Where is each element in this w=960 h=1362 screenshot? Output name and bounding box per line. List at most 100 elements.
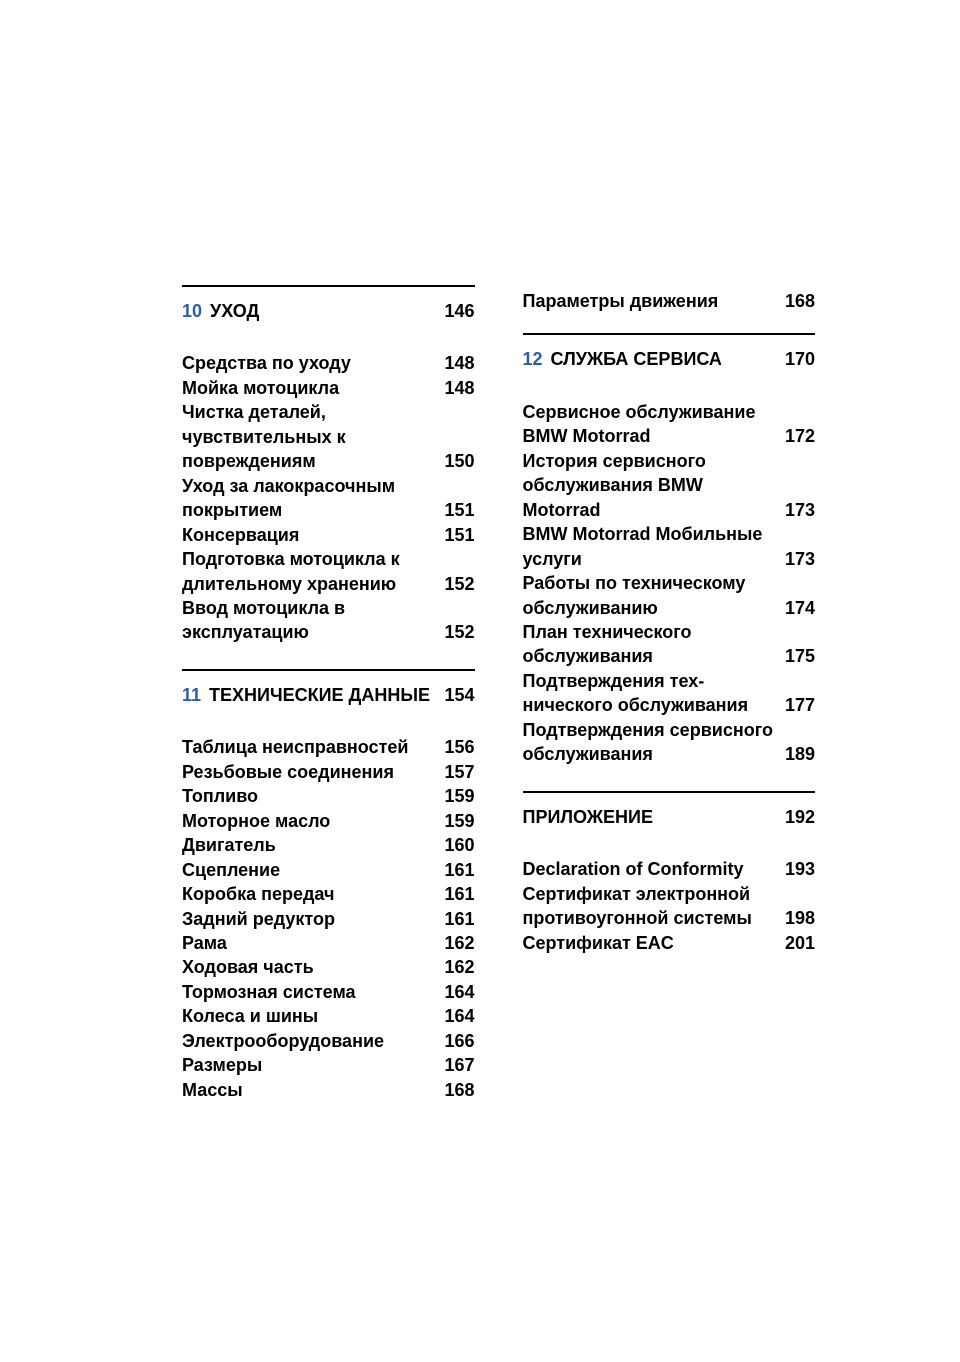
chapter-title: ТЕХНИЧЕСКИЕ ДАННЫЕ [209, 683, 436, 707]
toc-entry: Консервация 151 [182, 523, 475, 547]
toc-page: 161 [444, 882, 474, 906]
toc-page: 172 [785, 424, 815, 448]
toc-label: Подтверждения тех­нического обслужи­вани… [523, 669, 775, 718]
section-head-10: 10 УХОД 146 [182, 299, 475, 323]
toc-page: 161 [444, 907, 474, 931]
toc-label: Коробка передач [182, 882, 434, 906]
toc-page: 173 [785, 498, 815, 522]
toc-label: Сертификат EAC [523, 931, 775, 955]
toc-entry: Таблица неисправ­ностей 156 [182, 735, 475, 759]
appendix-head: ПРИЛОЖЕНИЕ 192 [523, 805, 816, 829]
toc-entry: План технического обслуживания 175 [523, 620, 816, 669]
toc-entry: Моторное масло159 [182, 809, 475, 833]
section-11-entries: Таблица неисправ­ностей156 Резьбовые сое… [182, 735, 475, 1102]
toc-page: 162 [444, 955, 474, 979]
toc-entry: Работы по техниче­скому обслужива­нию174 [523, 571, 816, 620]
toc-entry: Коробка передач 161 [182, 882, 475, 906]
toc-page: 177 [785, 693, 815, 717]
toc-page: 164 [444, 1004, 474, 1028]
toc-right-column: Параметры движе­ния168 12 СЛУЖБА СЕР­ВИС… [523, 285, 816, 1126]
toc-label: Сервисное об­служивание BMW Motorrad [523, 400, 775, 449]
toc-page: 159 [444, 809, 474, 833]
toc-label: BMW Motorrad Мо­бильные услуги [523, 522, 775, 571]
toc-page: 193 [785, 857, 815, 881]
toc-page: 156 [444, 735, 474, 759]
toc-entry: Колеса и шины 164 [182, 1004, 475, 1028]
toc-label: Ходовая часть [182, 955, 434, 979]
section-11-continuation: Параметры движе­ния168 [523, 289, 816, 313]
toc-entry: Массы168 [182, 1078, 475, 1102]
toc-page: 161 [444, 858, 474, 882]
toc-label: Колеса и шины [182, 1004, 434, 1028]
toc-page: 157 [444, 760, 474, 784]
section-title-wrap: 12 СЛУЖБА СЕР­ВИСА [523, 347, 777, 371]
toc-label: Сертификат элек­тронной противо­угонной … [523, 882, 775, 931]
toc-label: План технического обслуживания [523, 620, 775, 669]
toc-entry: Ходовая часть 162 [182, 955, 475, 979]
toc-entry: Параметры движе­ния168 [523, 289, 816, 313]
toc-page: 160 [444, 833, 474, 857]
toc-label: Размеры [182, 1053, 434, 1077]
chapter-number: 12 [523, 347, 543, 371]
section-rule [523, 333, 816, 335]
toc-entry: Declaration of Conformity 193 [523, 857, 816, 881]
chapter-page: 154 [444, 683, 474, 707]
toc-page: 168 [444, 1078, 474, 1102]
toc-entry: Мойка мотоцикла148 [182, 376, 475, 400]
toc-entry: Сцепление 161 [182, 858, 475, 882]
chapter-title: УХОД [210, 299, 436, 323]
toc-page: 166 [444, 1029, 474, 1053]
toc-label: История сервис­ного обслуживания BMW Mot… [523, 449, 775, 522]
toc-label: Ввод мотоцикла в эксплуатацию [182, 596, 434, 645]
section-title-wrap: 11 ТЕХНИЧЕСКИЕ ДАННЫЕ [182, 683, 436, 707]
toc-page: 174 [785, 596, 815, 620]
section-head-11: 11 ТЕХНИЧЕСКИЕ ДАННЫЕ 154 [182, 683, 475, 707]
toc-page: 162 [444, 931, 474, 955]
toc-entry: Уход за лакокрасоч­ным покрытием151 [182, 474, 475, 523]
toc-entry: Сертификат элек­тронной противо­угонной … [523, 882, 816, 931]
section-rule [182, 669, 475, 671]
toc-page: 189 [785, 742, 815, 766]
toc-entry: Двигатель160 [182, 833, 475, 857]
toc-page: 198 [785, 906, 815, 930]
toc-page: 152 [444, 620, 474, 644]
section-12-entries: Сервисное об­служивание BMW Motorrad172 … [523, 400, 816, 767]
toc-entry: Задний редуктор161 [182, 907, 475, 931]
toc-label: Сцепление [182, 858, 434, 882]
toc-entry: Подтверждения сер­висного обслужива­ния 1… [523, 718, 816, 767]
toc-page: 164 [444, 980, 474, 1004]
appendix-page: 192 [785, 805, 815, 829]
toc-page: 148 [444, 376, 474, 400]
toc-label: Declaration of Conformity [523, 857, 775, 881]
toc-entry: Сертификат EAC201 [523, 931, 816, 955]
appendix-title: ПРИЛОЖЕНИЕ [523, 805, 777, 829]
toc-label: Консервация [182, 523, 434, 547]
toc-label: Тормозная система [182, 980, 434, 1004]
toc-label: Топливо [182, 784, 434, 808]
toc-label: Средства по уходу [182, 351, 434, 375]
appendix-entries: Declaration of Conformity 193 Сертификат … [523, 857, 816, 955]
toc-entry: BMW Motorrad Мо­бильные услуги 173 [523, 522, 816, 571]
toc-page: 167 [444, 1053, 474, 1077]
toc-page: 152 [444, 572, 474, 596]
toc-page: 148 [444, 351, 474, 375]
toc-entry: Подтверждения тех­нического обслужи­вани… [523, 669, 816, 718]
toc-label: Таблица неисправ­ностей [182, 735, 434, 759]
toc-page: 173 [785, 547, 815, 571]
chapter-title: СЛУЖБА СЕР­ВИСА [551, 347, 777, 371]
toc-entry: Размеры 167 [182, 1053, 475, 1077]
toc-entry: Тормозная система 164 [182, 980, 475, 1004]
chapter-page: 170 [785, 347, 815, 371]
section-rule [182, 285, 475, 287]
section-rule [523, 791, 816, 793]
toc-page: 151 [444, 523, 474, 547]
toc-label: Подтверждения сер­висного обслужива­ния [523, 718, 775, 767]
toc-page: 150 [444, 449, 474, 473]
section-head-12: 12 СЛУЖБА СЕР­ВИСА 170 [523, 347, 816, 371]
toc-columns: 10 УХОД 146 Средства по уходу 148 Мойка м… [182, 285, 815, 1126]
toc-label: Параметры движе­ния [523, 289, 775, 313]
toc-entry: Чистка деталей, чувствительных к поврежд… [182, 400, 475, 473]
toc-entry: История сервис­ного обслуживания BMW Mot… [523, 449, 816, 522]
toc-page: 175 [785, 644, 815, 668]
toc-entry: Сервисное об­служивание BMW Motorrad 172 [523, 400, 816, 449]
